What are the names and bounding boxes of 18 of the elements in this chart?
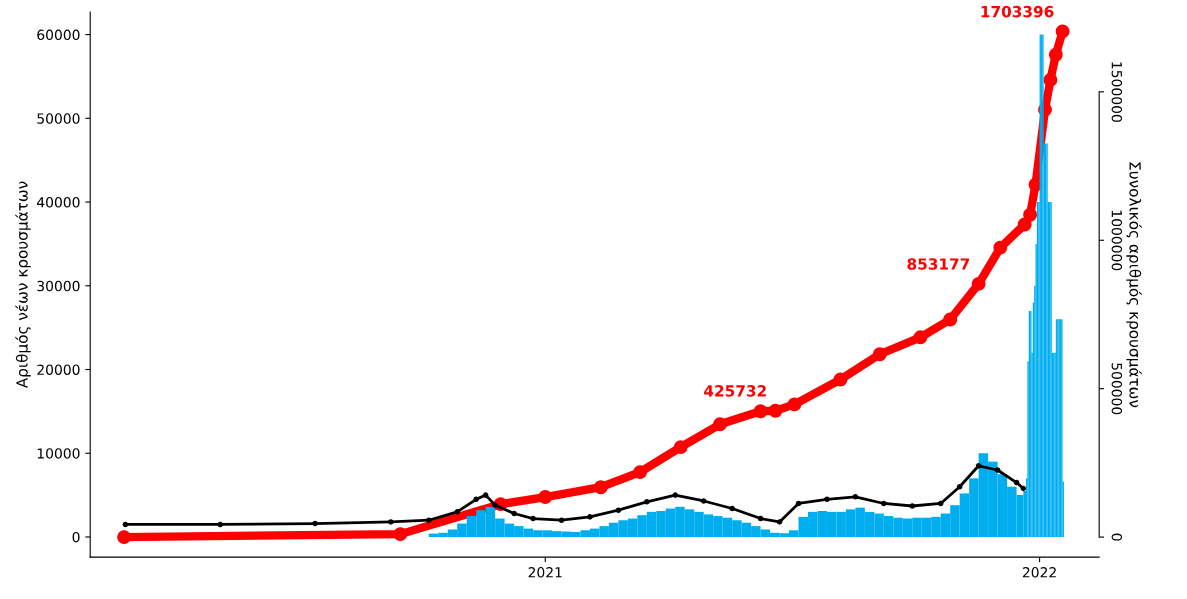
y2-tick-label: 1500000: [1111, 62, 1123, 122]
y-tick-label: 40000: [36, 197, 80, 208]
y-tick-label: 60000: [37, 29, 80, 41]
y-tick-label: 0: [72, 531, 80, 543]
data-label: 425732: [704, 385, 766, 397]
y-tick-label: 10000: [37, 448, 80, 459]
y2-tick-label: 0: [1111, 533, 1123, 541]
y-tick-label: 50000: [37, 113, 80, 124]
y2-tick-label: 1000000: [1111, 210, 1123, 271]
x-tick-label: 2022: [1022, 567, 1056, 578]
y2-axis-title: Συνολικός αριθμός κρουσμάτων: [1126, 162, 1142, 408]
y-tick-label: 30000: [37, 280, 80, 292]
data-label: 1703396: [981, 5, 1054, 18]
y-axis-title: Αριθμός νέων κρουσμάτων: [15, 181, 31, 389]
data-label: 853177: [907, 258, 970, 270]
y2-tick-label: 500000: [1111, 363, 1123, 415]
x-tick-label: 2021: [528, 567, 562, 578]
y-tick-label: 20000: [37, 364, 80, 375]
